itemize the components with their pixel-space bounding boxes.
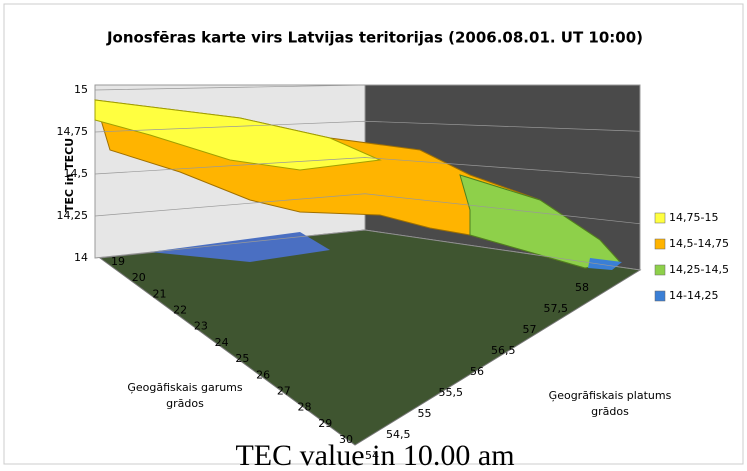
grid-line <box>94 120 641 133</box>
y-axis-title: grādos <box>591 405 629 418</box>
grid-line <box>94 84 640 91</box>
x-tick-label: 20 <box>132 271 146 284</box>
x-tick-label: 27 <box>277 384 291 397</box>
z-axis-title: TEC in TECU <box>63 138 76 212</box>
y-tick-label: 57,5 <box>544 302 569 315</box>
x-tick-label: 30 <box>339 433 353 446</box>
z-tick-label: 14,25 <box>57 209 89 222</box>
y-tick-label: 54 <box>365 449 379 462</box>
x-tick-label: 24 <box>215 336 229 349</box>
x-tick-label: 25 <box>235 352 249 365</box>
y-tick-label: 56 <box>470 365 484 378</box>
x-tick-label: 21 <box>152 287 166 300</box>
y-axis-title: Ģeogrāfiskais platums <box>549 389 672 402</box>
x-tick-label: 22 <box>173 304 187 317</box>
x-tick-label: 26 <box>256 368 270 381</box>
legend-swatch <box>654 264 666 276</box>
legend-swatch <box>654 238 666 250</box>
x-tick-label: 28 <box>298 401 312 414</box>
y-tick-label: 57 <box>523 323 537 336</box>
x-tick-label: 23 <box>194 320 208 333</box>
legend-label: 14,25-14,5 <box>669 263 729 276</box>
sea <box>150 232 330 262</box>
z-tick-label: 14,75 <box>57 125 89 138</box>
grid-line <box>94 229 641 271</box>
y-tick-label: 58 <box>575 281 589 294</box>
z-tick-label: 15 <box>74 83 88 96</box>
surface-blue <box>588 258 622 270</box>
caption: TEC value in 10.00 am <box>235 439 514 471</box>
z-tick-label: 14,5 <box>64 167 89 180</box>
legend-swatch <box>654 290 666 302</box>
y-tick-label: 55 <box>418 407 432 420</box>
x-axis-title: Ģeogāfiskais garums <box>127 381 243 394</box>
surface-yellow <box>94 99 382 171</box>
legend-label: 14,75-15 <box>669 211 718 224</box>
y-tick-label: 54,5 <box>386 428 411 441</box>
surface-green <box>459 174 621 269</box>
x-tick-label: 29 <box>318 417 332 430</box>
z-tick-label: 14 <box>74 251 88 264</box>
legend-swatch <box>654 212 666 224</box>
y-tick-label: 55,5 <box>439 386 464 399</box>
chart-title: Jonosfēras karte virs Latvijas teritorij… <box>106 29 643 47</box>
grid-line <box>94 193 641 225</box>
legend-label: 14,5-14,75 <box>669 237 729 250</box>
x-axis-title: grādos <box>166 397 204 410</box>
legend-label: 14-14,25 <box>669 289 718 302</box>
y-tick-label: 56,5 <box>491 344 516 357</box>
x-tick-label: 19 <box>111 255 125 268</box>
grid-line <box>94 157 641 178</box>
